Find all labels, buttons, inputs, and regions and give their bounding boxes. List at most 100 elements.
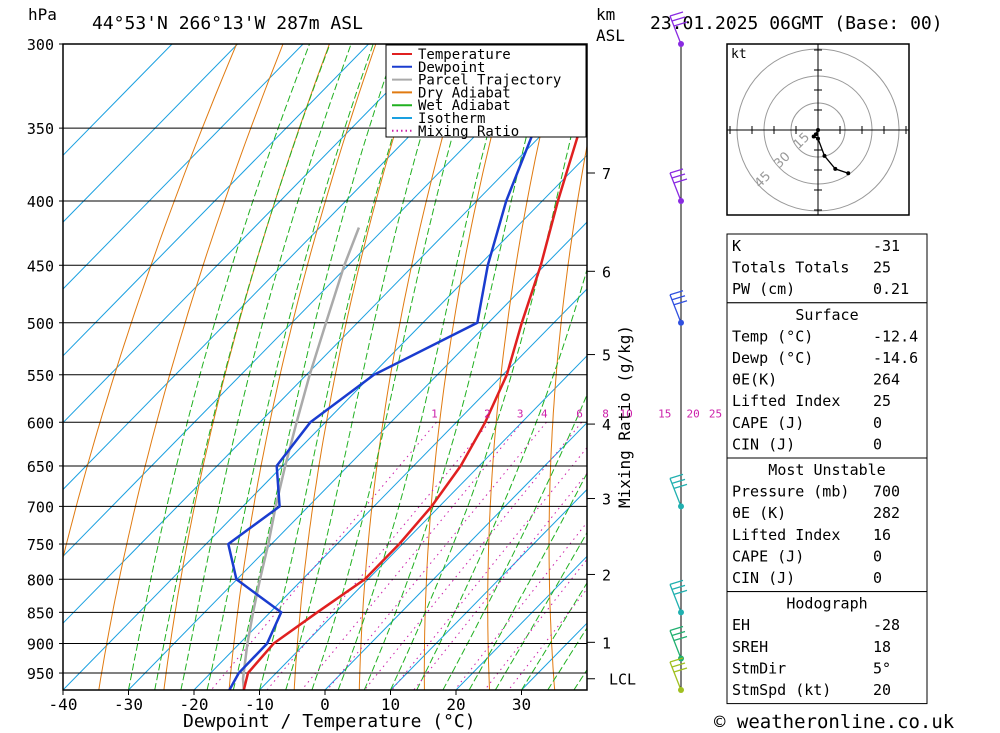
- dry-adiabat-line: [98, 44, 284, 690]
- y-tick-label: 350: [27, 120, 54, 138]
- legend-label: Temperature: [418, 47, 511, 63]
- isotherm-line: [193, 288, 587, 690]
- y-tick-label: 300: [27, 36, 54, 54]
- index-value: 0: [873, 569, 882, 587]
- index-value: 25: [873, 259, 891, 277]
- y-tick-label: 450: [27, 257, 54, 275]
- dewpoint-curve: [226, 44, 580, 690]
- x-axis-label: Dewpoint / Temperature (°C): [183, 711, 476, 732]
- skewt-background-lines: [63, 44, 1000, 690]
- wind-barb-staff: [669, 661, 682, 691]
- indices-table: K -31 Totals Totals 25 PW (cm) 0.21 Surface Tem…: [726, 233, 928, 705]
- isotherm-line: [63, 44, 238, 223]
- isotherm-line: [324, 421, 587, 690]
- wind-barb-flag: [673, 635, 688, 642]
- isotherm-line: [128, 221, 587, 690]
- wind-barb-flag: [671, 584, 686, 590]
- index-value: 0: [873, 435, 882, 453]
- dry-adiabat-line: [63, 44, 238, 560]
- wind-barb-flag: [671, 16, 686, 22]
- index-label: CAPE (J): [732, 414, 804, 432]
- wet-adiabat-line: [337, 44, 513, 690]
- dry-adiabat-line: [978, 44, 1000, 690]
- index-label: Lifted Index: [732, 526, 840, 544]
- indices-block: [726, 457, 928, 593]
- wind-barb-flag: [669, 168, 684, 174]
- mixing-ratio-axis-label: Mixing Ratio (g/kg): [615, 325, 634, 508]
- wet-adiabat-line: [232, 44, 398, 690]
- x-tick-label: 30: [512, 695, 531, 714]
- index-label: Lifted Index: [732, 392, 840, 410]
- wet-adiabat-line: [285, 44, 450, 690]
- hodograph-point: [822, 153, 827, 158]
- wind-barb-flag: [673, 178, 688, 184]
- mixing-ratio-label: 20: [686, 407, 699, 420]
- wind-barb-flag: [673, 483, 688, 490]
- x-axis-ticks: -40 -30 -20 -10 0 10 20 30: [49, 690, 531, 714]
- wet-adiabat-line: [468, 472, 587, 690]
- isotherm-line: [63, 44, 304, 290]
- km-axis-ticks: 7 6 5 4 3 2 1 LCL: [587, 165, 636, 689]
- mixing-ratio-label: 15: [658, 407, 671, 420]
- datetime-title: 23.01.2025 06GMT (Base: 00): [650, 13, 943, 34]
- wind-barb-staff: [669, 294, 682, 324]
- wind-barb: [669, 657, 688, 691]
- index-value: -12.4: [873, 327, 918, 345]
- index-label: CIN (J): [732, 435, 795, 453]
- indices-block-title: Most Unstable: [768, 461, 885, 479]
- isotherm-line: [63, 44, 500, 491]
- wind-barb-flag: [671, 662, 686, 668]
- wind-barb-flag: [669, 11, 684, 17]
- mixing-ratio-label: 1: [431, 407, 438, 420]
- wind-barb-staff: [669, 172, 682, 202]
- location-title: 44°53'N 266°13'W 287m ASL: [92, 13, 363, 34]
- wet-adiabat-line: [363, 44, 551, 690]
- index-value: 16: [873, 526, 891, 544]
- km-tick-label: 6: [602, 263, 611, 281]
- wind-barb-flag: [669, 290, 684, 296]
- dry-adiabat-line: [666, 44, 701, 690]
- legend-label: Wet Adiabat: [418, 98, 511, 114]
- isotherm-line: [63, 87, 587, 624]
- index-label: StmDir: [732, 659, 786, 677]
- indices-block: [726, 233, 928, 304]
- wind-barb: [669, 473, 688, 507]
- mixing-ratio-line: [301, 421, 523, 690]
- x-tick-label: -10: [245, 695, 274, 714]
- wind-barb: [669, 11, 688, 45]
- legend-label: Dry Adiabat: [418, 85, 511, 101]
- isotherm-line: [390, 488, 587, 690]
- y-tick-label: 800: [27, 571, 54, 589]
- profile-curves: [226, 44, 587, 690]
- index-value: 282: [873, 504, 900, 522]
- y-axis-ticks: 300 350 400 450 500 550 600 650 700 750 800 850 900 9…: [27, 36, 63, 683]
- wet-adiabat-line: [180, 44, 352, 690]
- wind-barb-flag: [673, 667, 688, 673]
- hodograph-point: [816, 136, 820, 141]
- wind-barb: [669, 168, 688, 202]
- asl-unit: ASL: [596, 26, 625, 45]
- wet-adiabat-line: [311, 44, 479, 690]
- x-tick-label: -20: [180, 695, 209, 714]
- mixing-ratio-line: [508, 588, 587, 690]
- wind-barb-flag: [669, 625, 684, 632]
- wind-barb-flag: [673, 21, 688, 27]
- legend-label: Isotherm: [418, 111, 485, 127]
- legend-label: Parcel Trajectory: [418, 73, 561, 89]
- x-tick-label: 10: [381, 695, 400, 714]
- wind-barb-flag: [673, 589, 688, 595]
- isotherm-line: [63, 44, 369, 357]
- wet-adiabat-line: [390, 67, 587, 690]
- y-tick-label: 600: [27, 414, 54, 432]
- index-label: StmSpd (kt): [732, 681, 831, 699]
- wind-barb: [669, 625, 688, 659]
- indices-block: [726, 302, 928, 459]
- isotherm-line: [63, 44, 173, 157]
- index-value: 20: [873, 681, 891, 699]
- y-tick-label: 550: [27, 367, 54, 385]
- dry-adiabat-line: [548, 143, 587, 690]
- hodograph-point: [811, 134, 816, 139]
- wind-barb-staff: [669, 630, 682, 659]
- legend-label: Dewpoint: [418, 60, 485, 76]
